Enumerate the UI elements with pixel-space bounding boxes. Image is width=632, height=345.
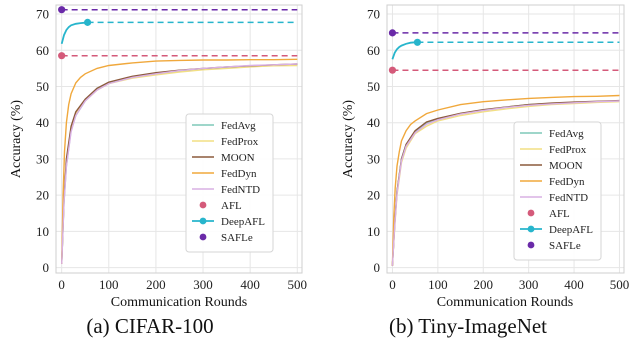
x-tick-label: 500: [288, 277, 308, 292]
y-tick-label: 50: [36, 79, 49, 94]
legend-label-fedntd: FedNTD: [221, 184, 260, 196]
x-tick-label: 0: [389, 277, 396, 292]
legend-marker-deepafl: [199, 217, 207, 225]
legend-item-safle: SAFLe: [199, 232, 253, 244]
series-line-feddyn: [391, 94, 620, 266]
data-point-safle: [388, 29, 397, 37]
y-tick-label: 10: [36, 224, 49, 239]
y-tick-label: 20: [367, 188, 380, 203]
x-tick-label: 200: [146, 277, 166, 292]
legend-label-fedprox: FedProx: [221, 136, 259, 148]
y-tick-label: 60: [367, 43, 380, 58]
legend-item-afl: AFL: [199, 200, 242, 212]
series-line-deepafl: [391, 41, 418, 60]
plot-frame: [55, 4, 303, 274]
legend-marker-safle: [199, 233, 207, 241]
legend: FedAvg FedProx MOON FedDyn FedNTD AFL DeepAFL S…: [185, 113, 274, 253]
y-tick-label: 50: [367, 79, 380, 94]
legend-label-fedavg: FedAvg: [221, 120, 256, 132]
legend-item-fedntd: FedNTD: [192, 184, 260, 196]
x-tick-label: 300: [193, 277, 213, 292]
y-tick-label: 0: [374, 260, 381, 275]
data-point-afl: [58, 52, 66, 60]
y-axis-label: Accuracy (%): [9, 100, 24, 178]
series-line-fedntd: [61, 63, 298, 264]
legend-item-safle: SAFLe: [527, 240, 581, 252]
legend-box: [513, 121, 602, 261]
legend-item-fedntd: FedNTD: [520, 192, 588, 204]
legend-marker-afl: [199, 201, 207, 209]
legend-label-afl: AFL: [221, 200, 242, 212]
legend-label-fedprox: FedProx: [549, 144, 587, 156]
y-tick-label: 70: [36, 7, 49, 22]
legend-marker-deepafl: [527, 225, 535, 233]
legend-item-moon: MOON: [192, 152, 255, 164]
x-tick-label: 100: [428, 277, 448, 292]
legend-item-feddyn: FedDyn: [192, 168, 257, 180]
data-point-deepafl: [413, 38, 422, 46]
legend-label-deepafl: DeepAFL: [221, 216, 265, 228]
legend-item-fedprox: FedProx: [192, 136, 259, 148]
legend-item-afl: AFL: [527, 208, 570, 220]
x-tick-label: 300: [519, 277, 539, 292]
legend-label-safle: SAFLe: [221, 232, 253, 244]
legend-box: [185, 113, 274, 253]
legend-item-fedavg: FedAvg: [520, 128, 584, 140]
legend-label-moon: MOON: [549, 160, 583, 172]
x-tick-label: 0: [58, 277, 65, 292]
series-line-feddyn: [61, 58, 298, 264]
legend-label-feddyn: FedDyn: [221, 168, 257, 180]
chart-panel-tiny-imagenet: 0 100 200 300 400 500 0 10 20 30 40 50 60 70 Communica…: [341, 4, 630, 338]
chart-panel-cifar100: 0 100 200 300 400 500 0 10 20 30 40 50 60 70 Communica…: [9, 4, 308, 338]
legend-label-safle: SAFLe: [549, 240, 581, 252]
y-tick-label: 30: [36, 151, 49, 166]
y-tick-label: 70: [367, 7, 380, 22]
y-axis-label: Accuracy (%): [341, 100, 356, 178]
data-point-afl: [388, 66, 397, 74]
legend-item-feddyn: FedDyn: [520, 176, 585, 188]
series-line-deepafl: [60, 21, 88, 45]
y-tick-label: 40: [367, 115, 380, 130]
legend-item-fedavg: FedAvg: [192, 120, 256, 132]
y-tick-label: 20: [36, 188, 49, 203]
legend-label-fedavg: FedAvg: [549, 128, 584, 140]
x-tick-label: 400: [240, 277, 260, 292]
legend-label-feddyn: FedDyn: [549, 176, 585, 188]
legend-label-deepafl: DeepAFL: [549, 224, 593, 236]
y-tick-label: 10: [367, 224, 380, 239]
x-axis-label: Communication Rounds: [437, 295, 574, 310]
series-line-fedntd: [391, 100, 620, 266]
legend-item-moon: MOON: [520, 160, 583, 172]
x-axis-label: Communication Rounds: [111, 295, 248, 310]
plot-frame: [386, 4, 625, 274]
x-tick-label: 100: [99, 277, 119, 292]
data-point-deepafl: [83, 18, 92, 26]
legend-label-moon: MOON: [221, 152, 255, 164]
legend-item-deepafl: DeepAFL: [520, 224, 593, 236]
y-tick-label: 0: [43, 260, 50, 275]
legend-marker-afl: [527, 209, 535, 217]
x-tick-label: 500: [610, 277, 630, 292]
legend-item-deepafl: DeepAFL: [192, 216, 265, 228]
x-tick-label: 200: [474, 277, 494, 292]
legend: FedAvg FedProx MOON FedDyn FedNTD AFL DeepAFL S…: [513, 121, 602, 261]
y-tick-label: 40: [36, 115, 49, 130]
legend-label-afl: AFL: [549, 208, 570, 220]
x-tick-label: 400: [564, 277, 584, 292]
y-tick-label: 60: [36, 43, 49, 58]
panel-caption: (b) Tiny-ImageNet: [389, 314, 547, 338]
y-tick-label: 30: [367, 151, 380, 166]
data-point-safle: [58, 6, 66, 14]
legend-item-fedprox: FedProx: [520, 144, 587, 156]
legend-label-fedntd: FedNTD: [549, 192, 588, 204]
panel-caption: (a) CIFAR-100: [86, 314, 213, 338]
legend-marker-safle: [527, 241, 535, 249]
